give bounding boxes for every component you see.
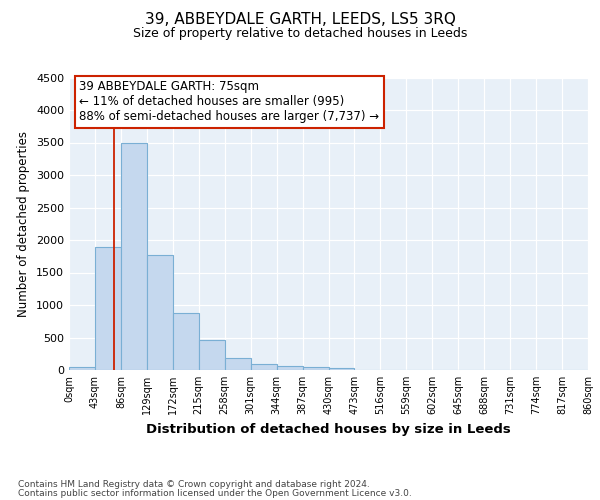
Bar (95, 246, 121, 370)
Bar (251, 364, 277, 370)
Bar (329, 368, 355, 370)
Bar (199, 340, 224, 370)
Y-axis label: Number of detached properties: Number of detached properties (17, 130, 31, 317)
Bar (173, 314, 199, 370)
Bar (69, 367, 95, 370)
Text: Size of property relative to detached houses in Leeds: Size of property relative to detached ho… (133, 28, 467, 40)
Bar (225, 358, 251, 370)
Bar (302, 367, 329, 370)
Bar (277, 366, 302, 370)
Text: Contains public sector information licensed under the Open Government Licence v3: Contains public sector information licen… (18, 489, 412, 498)
X-axis label: Distribution of detached houses by size in Leeds: Distribution of detached houses by size … (146, 422, 511, 436)
Bar (121, 142, 147, 370)
Text: Contains HM Land Registry data © Crown copyright and database right 2024.: Contains HM Land Registry data © Crown c… (18, 480, 370, 489)
Text: 39 ABBEYDALE GARTH: 75sqm
← 11% of detached houses are smaller (995)
88% of semi: 39 ABBEYDALE GARTH: 75sqm ← 11% of detac… (79, 80, 380, 124)
Bar (147, 255, 173, 370)
Text: 39, ABBEYDALE GARTH, LEEDS, LS5 3RQ: 39, ABBEYDALE GARTH, LEEDS, LS5 3RQ (145, 12, 455, 28)
